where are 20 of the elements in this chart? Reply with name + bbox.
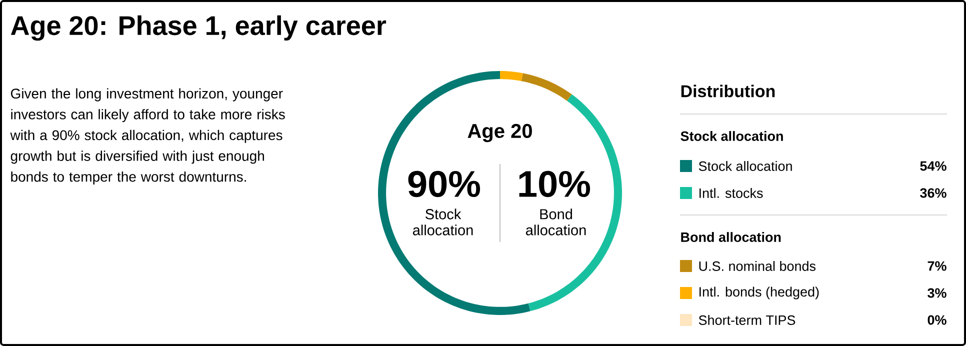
text: Stock allocation	[680, 131, 783, 141]
data-label: 54%	[920, 161, 946, 171]
text: Bond allocation	[526, 208, 586, 236]
legend-label: Intl. bonds (hedged)	[700, 286, 819, 300]
data-label: 3%	[928, 288, 946, 298]
chart-title: Age 20: Phase 1, early career	[10, 15, 386, 41]
legend-label: Intl. stocks	[700, 188, 763, 198]
text: 10%	[519, 170, 590, 198]
text: Given the long investment horizon, younger investors can likely afford to take more risks with a 90% stock allocation, which captures growth but is diversified with just enough bonds to temper the worst downturns.	[10, 88, 285, 185]
text: Age 20	[468, 124, 532, 142]
text: Bond allocation	[681, 232, 781, 242]
legend-label: Short-term TIPS	[698, 315, 796, 325]
legend-label: Stock allocation	[698, 161, 792, 171]
text: 90%	[408, 170, 480, 198]
text: Stock allocation	[412, 208, 473, 236]
data-label: 7%	[928, 261, 946, 271]
text: 0%	[928, 315, 946, 325]
legend-label: U.S. nominal bonds	[699, 261, 816, 271]
data-label: 36%	[920, 188, 946, 198]
legend-title: Distribution	[681, 84, 775, 98]
